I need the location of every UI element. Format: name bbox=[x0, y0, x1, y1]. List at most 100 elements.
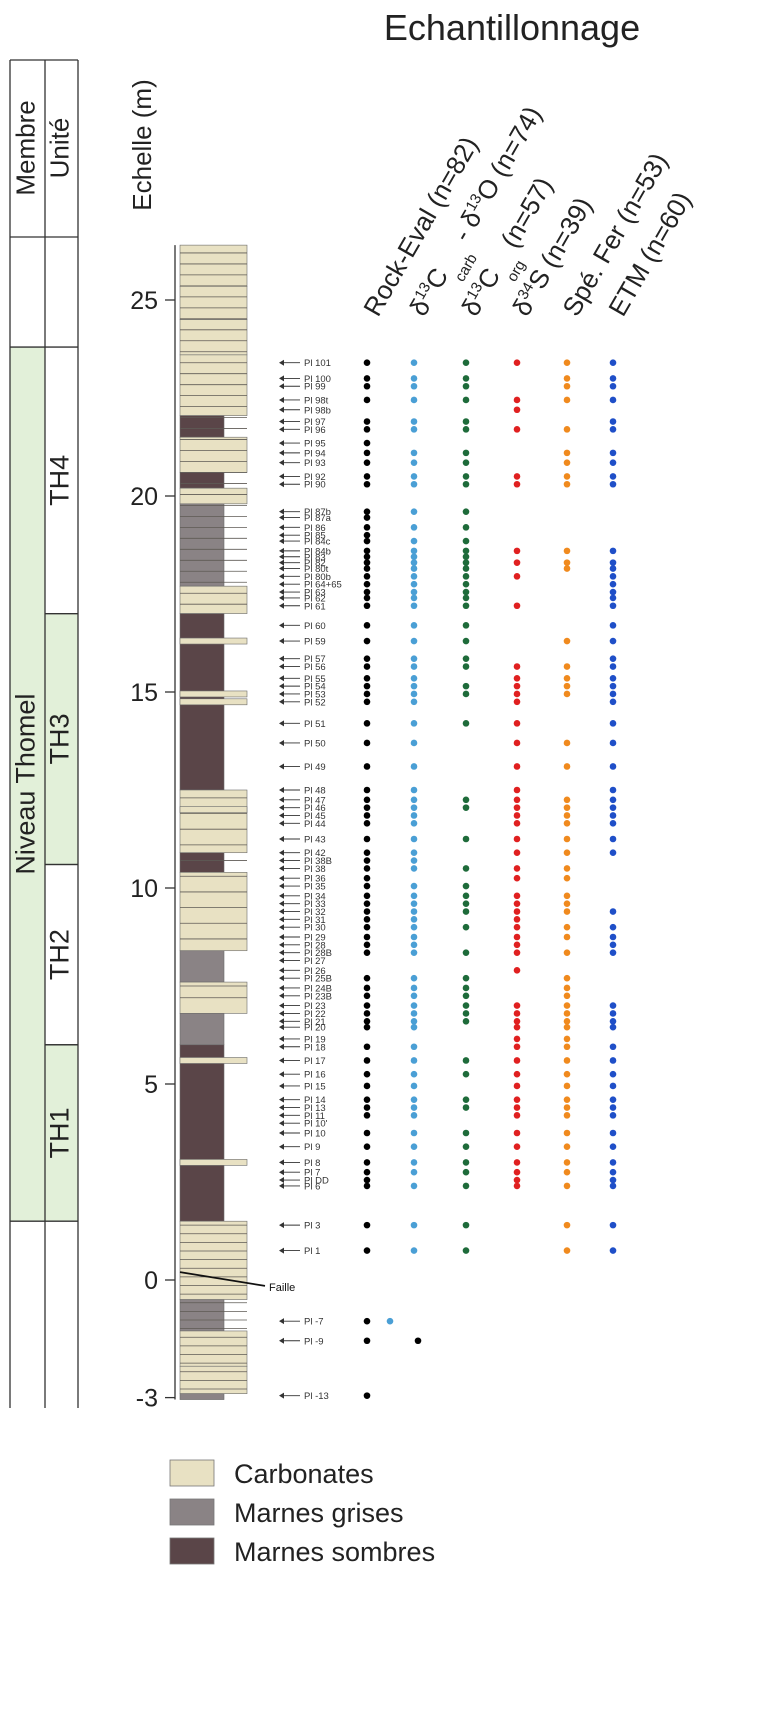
sample-dot-etm bbox=[609, 573, 617, 580]
sample-dot-etm bbox=[609, 1176, 617, 1184]
sample-label: Pl 13 bbox=[304, 1103, 326, 1114]
sample-row: Pl 28 bbox=[279, 940, 617, 951]
sample-label: Pl 64+65 bbox=[304, 580, 342, 591]
sample-dot-re bbox=[363, 1057, 371, 1064]
sample-dot-etm bbox=[609, 418, 617, 425]
sample-dot-re bbox=[363, 663, 371, 670]
sample-arrowhead bbox=[279, 440, 284, 447]
sample-dot-cc bbox=[410, 804, 418, 811]
sample-label: Pl 1 bbox=[304, 1246, 320, 1257]
sample-label: Pl 56 bbox=[304, 662, 326, 673]
sample-dot-cc bbox=[410, 1002, 418, 1009]
sample-dot-fe bbox=[563, 480, 571, 488]
sample-arrowhead bbox=[279, 1337, 284, 1344]
sample-dot-fe bbox=[563, 396, 571, 404]
sample-dot-re bbox=[363, 580, 371, 588]
sample-dot-cc bbox=[410, 984, 418, 992]
sample-dot-fe bbox=[563, 426, 571, 433]
sample-label: Pl 26 bbox=[304, 966, 326, 977]
sample-label: Pl -13 bbox=[304, 1391, 329, 1402]
sample-dot-cc bbox=[410, 857, 418, 864]
sample-arrowhead bbox=[279, 875, 284, 882]
sample-row: Pl 48 bbox=[279, 786, 617, 797]
sample-dot-co bbox=[462, 1129, 470, 1137]
lithology-bed bbox=[179, 244, 248, 287]
sample-dot-re bbox=[363, 992, 371, 1000]
sample-dot-s bbox=[513, 698, 521, 706]
sample-dot-s bbox=[513, 804, 521, 811]
sample-dot-re bbox=[363, 804, 371, 811]
sample-dot-fe bbox=[563, 547, 571, 555]
sample-dot-s bbox=[513, 720, 521, 727]
sample-dot-re bbox=[363, 1043, 371, 1051]
sample-dot-etm bbox=[609, 786, 617, 794]
sample-label: Pl 15 bbox=[304, 1081, 326, 1092]
sample-dot-s bbox=[513, 865, 521, 872]
sample-arrowhead bbox=[279, 1247, 284, 1254]
sample-dot-etm bbox=[609, 1057, 617, 1064]
sample-row: Pl 9 bbox=[279, 1142, 617, 1153]
sample-label: Pl 98t bbox=[304, 395, 329, 406]
sample-dot-re bbox=[363, 865, 371, 872]
sample-dot-etm bbox=[609, 1104, 617, 1111]
sample-dot-cc bbox=[410, 588, 418, 596]
sample-label: Pl 87b bbox=[304, 507, 331, 518]
sample-dot-etm bbox=[609, 698, 617, 706]
sample-dot-s bbox=[513, 949, 521, 956]
sample-dot-cc bbox=[410, 1010, 418, 1017]
sample-dot-re bbox=[363, 531, 371, 539]
sample-label: Pl 29 bbox=[304, 933, 326, 944]
sample-dot-s bbox=[513, 874, 521, 882]
sample-dot-co bbox=[462, 1182, 470, 1190]
sample-arrowhead bbox=[279, 1112, 284, 1119]
sample-dot-cc bbox=[410, 426, 418, 433]
legend-label: Carbonates bbox=[234, 1459, 374, 1489]
sample-dot-re bbox=[363, 622, 371, 629]
sample-row: Pl 19 bbox=[279, 1034, 571, 1045]
sample-label: Pl 34 bbox=[304, 891, 326, 902]
lithology-bed bbox=[179, 1299, 225, 1332]
sample-arrowhead bbox=[279, 508, 284, 515]
sample-dot-re bbox=[363, 984, 371, 992]
sample-arrowhead bbox=[279, 900, 284, 907]
sample-dot-re bbox=[363, 375, 371, 382]
sample-dot-fe bbox=[563, 1221, 571, 1229]
sample-label: Pl 10 bbox=[304, 1129, 326, 1140]
sample-dot-co bbox=[462, 559, 470, 566]
sample-dot-co bbox=[462, 508, 470, 515]
sample-dot-fe bbox=[563, 1182, 571, 1190]
sample-dot-fe bbox=[563, 473, 571, 480]
fault-label: Faille bbox=[269, 1282, 295, 1294]
sample-dot-etm bbox=[609, 674, 617, 682]
sample-label: Pl 23B bbox=[304, 991, 332, 1002]
sample-dot-co bbox=[462, 974, 470, 982]
sample-row: Pl 35 bbox=[279, 882, 470, 893]
sample-dot-etm bbox=[609, 933, 617, 941]
sample-dot-fe bbox=[563, 1159, 571, 1166]
sample-arrowhead bbox=[279, 573, 284, 580]
sample-row: Pl 49 bbox=[279, 762, 617, 773]
sample-label: Pl 9 bbox=[304, 1142, 320, 1153]
sample-arrowhead bbox=[279, 426, 284, 433]
sample-row: Pl 61 bbox=[279, 601, 617, 612]
sample-arrowhead bbox=[279, 559, 284, 566]
unite-header: Unité bbox=[44, 118, 74, 179]
sample-arrowhead bbox=[279, 514, 284, 521]
sample-dot-s bbox=[513, 916, 521, 923]
sample-dot-fe bbox=[563, 459, 571, 466]
sample-dot-cc bbox=[410, 508, 418, 515]
sample-label: Pl 98b bbox=[304, 405, 331, 416]
sample-arrowhead bbox=[279, 975, 284, 982]
sample-dot-re bbox=[363, 849, 371, 857]
sample-label: Pl 18 bbox=[304, 1042, 326, 1053]
sample-dot-etm bbox=[609, 1168, 617, 1176]
sample-dot-co bbox=[462, 663, 470, 670]
sample-dot-co bbox=[462, 1159, 470, 1166]
sample-dot-co bbox=[462, 655, 470, 662]
sample-arrowhead bbox=[279, 655, 284, 662]
sample-dot-s bbox=[513, 796, 521, 804]
sample-label: Pl 92 bbox=[304, 472, 326, 483]
sample-dot-etm bbox=[609, 559, 617, 566]
sample-dot-re bbox=[363, 449, 371, 457]
